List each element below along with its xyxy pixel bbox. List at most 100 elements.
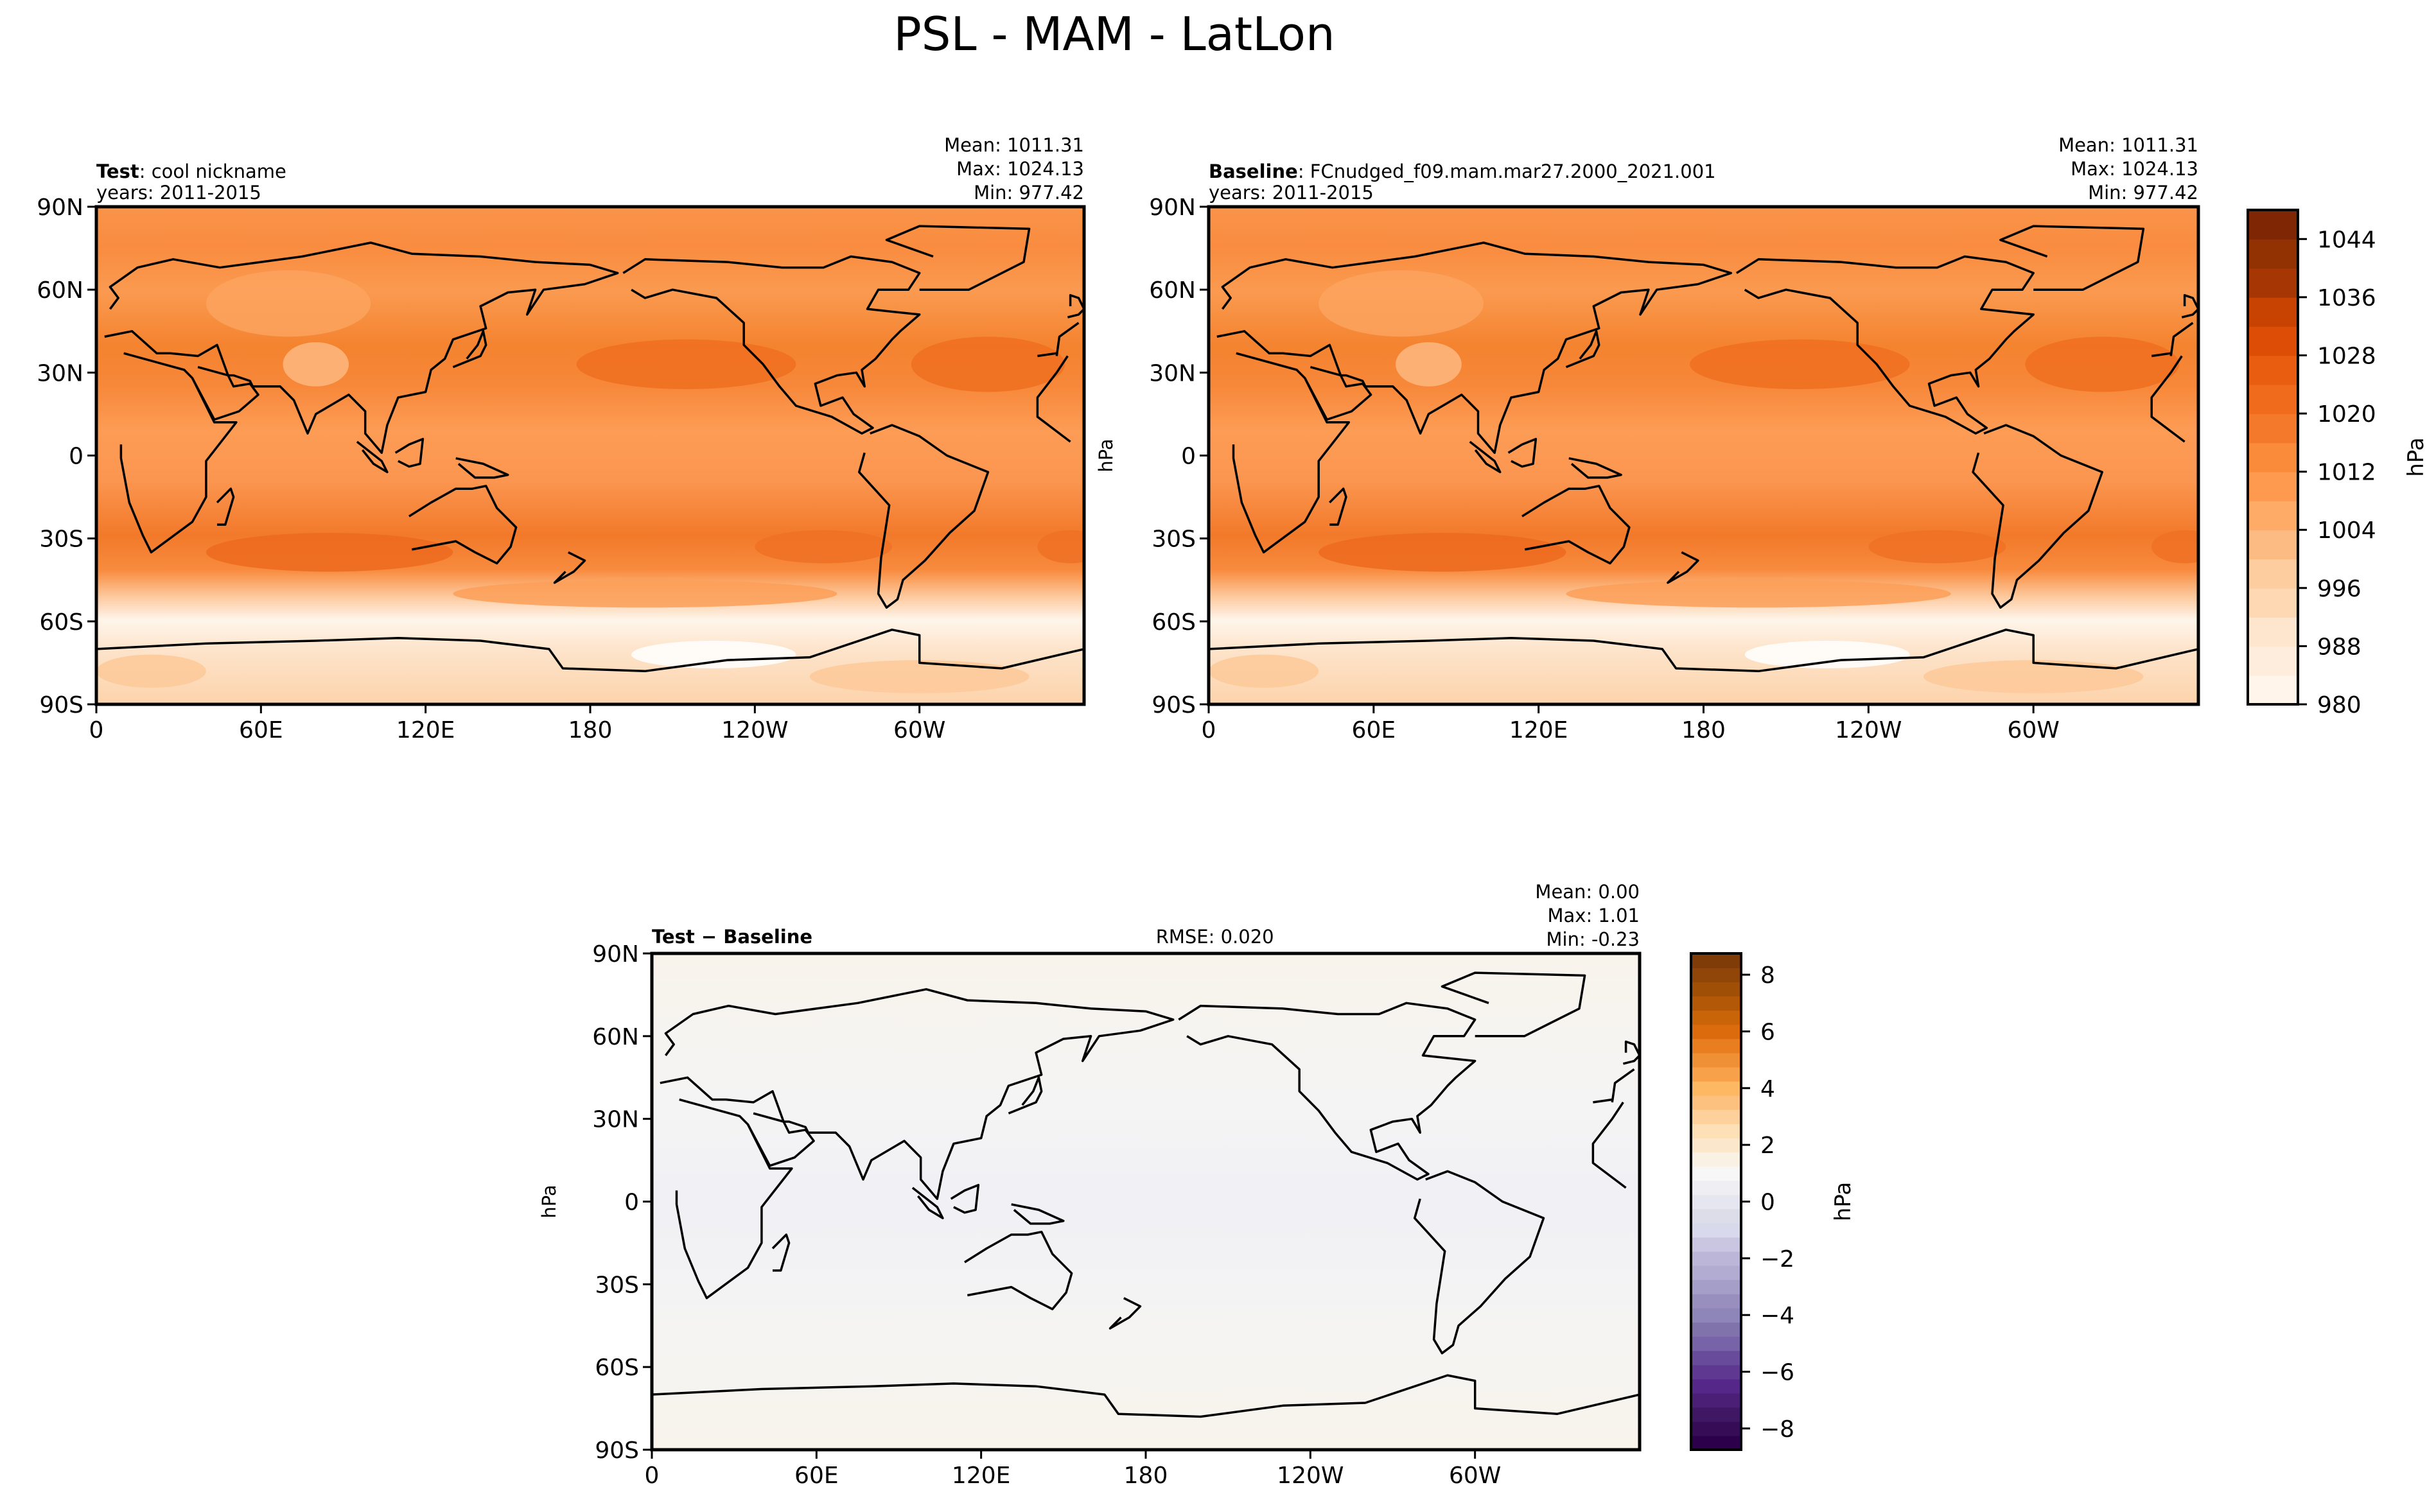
colorbar-tick-label: 4	[1760, 1076, 1775, 1102]
colorbar-segment	[2248, 297, 2298, 327]
x-tick-label: 120W	[1835, 717, 1902, 743]
colorbar-segment	[1691, 1378, 1741, 1394]
coastline	[1521, 485, 1631, 565]
field-background	[652, 953, 1640, 1450]
colorbar-2: 8 6 4 2 0 −2 −4 −6 −8 hPa	[1690, 952, 1856, 1451]
x-tick-label: 180	[568, 717, 613, 743]
colorbar-tick-label: 1028	[2317, 343, 2376, 369]
coastline	[2181, 294, 2198, 318]
panel-label: Baseline: FCnudged_f09.mam.mar27.2000_20…	[1209, 161, 1716, 182]
colorbar-tick-label: 988	[2317, 634, 2361, 660]
coastline	[746, 1112, 815, 1167]
y-tick-label: 30N	[1149, 360, 1196, 387]
coastline	[408, 485, 518, 565]
map-field	[96, 207, 1084, 704]
coastline	[1413, 1170, 1545, 1355]
coastline	[964, 1230, 1073, 1310]
pressure-contour	[1923, 660, 2144, 693]
coastline	[857, 424, 990, 609]
colorbar-segment	[1691, 1421, 1741, 1436]
y-tick-label: 0	[624, 1190, 639, 1216]
coastline	[652, 1374, 1640, 1450]
pressure-contour	[1209, 654, 1319, 688]
colorbar-tick-label: 980	[2317, 692, 2361, 718]
y-tick-label: 60S	[1152, 609, 1196, 636]
x-tick-label: 180	[1681, 717, 1726, 743]
x-tick-label: 180	[1124, 1463, 1168, 1489]
panel-stat: Max: 1024.13	[956, 158, 1084, 180]
panel-stat: Mean: 1011.31	[944, 134, 1084, 156]
pressure-contour	[1396, 342, 1462, 387]
colorbar-segment	[2248, 442, 2298, 473]
panel-stat: Max: 1.01	[1547, 905, 1640, 926]
colorbar-segment	[1691, 1109, 1741, 1124]
pressure-contour	[576, 339, 796, 390]
y-tick-label: 30N	[592, 1107, 639, 1133]
panel-label-name: : FCnudged_f09.mam.mar27.2000_2021.001	[1298, 161, 1716, 182]
colorbar-segment	[2248, 675, 2298, 705]
coastline	[771, 1233, 791, 1272]
y-tick-label: 0	[69, 444, 83, 470]
y-axis-label: hPa	[1095, 439, 1117, 472]
coastline	[1067, 294, 1084, 318]
colorbar-segment	[2248, 384, 2298, 414]
pressure-contour	[631, 640, 796, 669]
y-tick-label: 60N	[1149, 277, 1196, 304]
colorbar-segment	[1691, 1066, 1741, 1082]
pressure-contour	[1744, 640, 1910, 669]
colorbar-segment	[1691, 1052, 1741, 1068]
pressure-contour	[1868, 530, 2006, 564]
y-tick-label: 60N	[592, 1024, 639, 1050]
rmse-label: RMSE: 0.020	[1156, 926, 1274, 948]
colorbar-segment	[1691, 1322, 1741, 1337]
colorbar-segment	[1691, 1435, 1741, 1450]
x-tick-label: 0	[645, 1463, 660, 1489]
pressure-contour	[206, 533, 453, 572]
colorbar-frame	[2247, 209, 2299, 706]
coastline	[216, 487, 235, 526]
panel-stat: Max: 1024.13	[2071, 158, 2198, 180]
colorbar-segment	[1691, 1166, 1741, 1181]
pressure-contour	[96, 654, 206, 688]
x-tick-label: 120E	[396, 717, 455, 743]
colorbar-segment	[1691, 1222, 1741, 1238]
colorbar-tick-label: −8	[1760, 1416, 1794, 1443]
colorbar-segment	[1691, 1138, 1741, 1152]
panel-years: years: 2011-2015	[96, 182, 261, 204]
coastline	[1568, 457, 1622, 479]
colorbar-segment	[1691, 1364, 1741, 1380]
x-tick-label: 0	[1202, 717, 1216, 743]
colorbar-segment	[1691, 1152, 1741, 1167]
map-panel-baseline: 0 60E 120E 180 120W 60W 90N 60N 30N 0 30S 60S 90S Bas…	[1095, 134, 2200, 743]
colorbar-1: 1044 1036 1028 1020 1012 1004 996 988 980 hPa	[2247, 209, 2427, 718]
pressure-contour	[911, 336, 1065, 392]
coastline	[553, 551, 586, 584]
pressure-contour	[283, 342, 349, 387]
coastline	[455, 457, 509, 479]
colorbar-tick-label: 996	[2317, 576, 2361, 602]
y-tick-label: 90S	[595, 1438, 639, 1464]
coastline	[104, 241, 1080, 454]
panel-label-name: : cool nickname	[139, 161, 286, 182]
pressure-contour	[453, 580, 837, 608]
panel-stat: Mean: 1011.31	[2058, 134, 2198, 156]
pressure-contour	[755, 530, 892, 564]
pressure-contour	[1690, 339, 1910, 390]
y-tick-label: 90N	[1149, 195, 1196, 221]
colorbar-tick-label: 1036	[2317, 285, 2376, 311]
coastline	[191, 366, 259, 421]
y-tick-label: 90S	[39, 692, 83, 718]
coastline	[1108, 1297, 1142, 1330]
colorbar-tick-label: −2	[1760, 1246, 1794, 1273]
colorbar-segment	[1691, 1279, 1741, 1294]
coastline	[1507, 437, 1538, 468]
y-tick-label: 60S	[39, 609, 83, 636]
coastline	[660, 988, 1635, 1200]
colorbar-segment	[1691, 1194, 1741, 1210]
colorbar-segment	[2248, 530, 2298, 560]
colorbar-segment	[1691, 1336, 1741, 1351]
y-tick-label: 30N	[37, 360, 83, 387]
colorbar-segment	[1691, 953, 1741, 968]
coastline	[885, 225, 1031, 291]
